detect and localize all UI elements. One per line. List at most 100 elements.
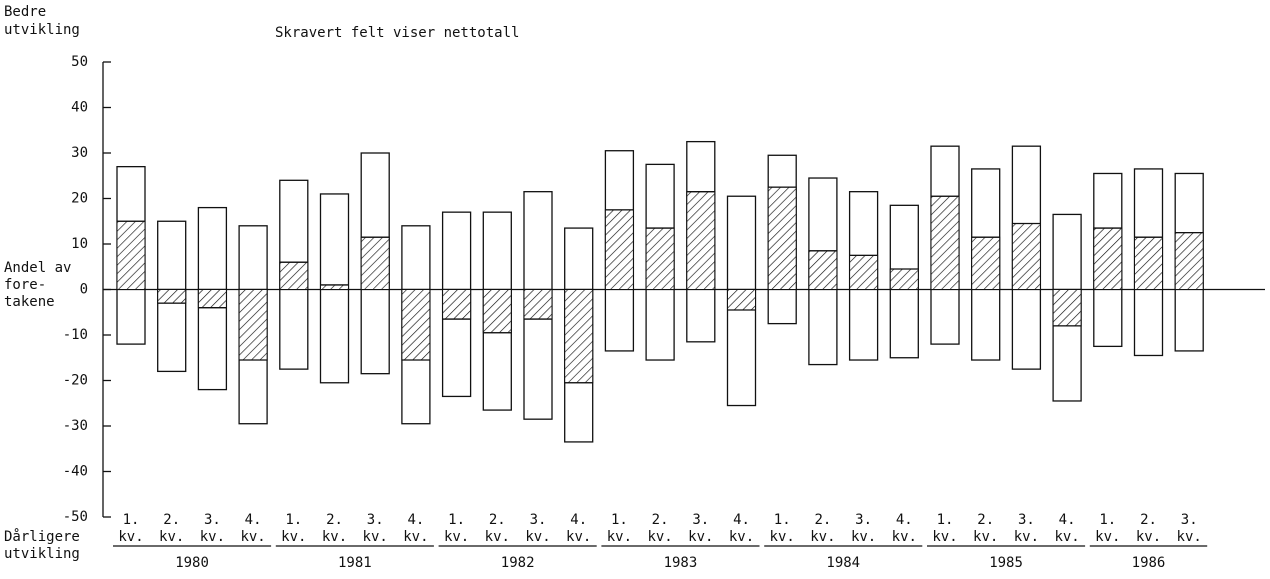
bar-net — [1093, 227, 1123, 290]
x-tick-label-line: 2. — [163, 512, 180, 528]
bar-worse — [645, 288, 675, 361]
x-tick-label: 3. kv. — [688, 512, 713, 545]
x-tick-label: 4. kv. — [566, 512, 591, 545]
y-tick-label: -20 — [63, 373, 88, 389]
bar-worse — [319, 288, 350, 384]
bar-better — [238, 225, 268, 291]
bar-worse — [116, 288, 146, 345]
x-tick-label-line: kv. — [770, 529, 795, 545]
axis-label: fore- — [4, 277, 46, 293]
x-tick-label-line: kv. — [403, 529, 428, 545]
bar-net — [157, 289, 187, 304]
bar-better — [482, 211, 512, 291]
x-tick-label-line: 1. — [937, 512, 954, 528]
x-tick-label-line: kv. — [851, 529, 876, 545]
x-tick-label-line: 1. — [448, 512, 465, 528]
group-label: 1986 — [1132, 555, 1166, 571]
x-tick-label: 3. kv. — [851, 512, 876, 545]
bar-net — [604, 209, 634, 290]
x-tick-label-line: kv. — [200, 529, 225, 545]
x-tick-label-line: kv. — [566, 529, 591, 545]
x-tick-label-line: 1. — [774, 512, 791, 528]
bar-net — [930, 195, 960, 291]
y-tick-label: 40 — [71, 100, 88, 116]
x-tick-label: 4. kv. — [729, 512, 754, 545]
group-label: 1982 — [501, 555, 535, 571]
bar-worse — [767, 288, 797, 325]
bar-net — [686, 191, 716, 290]
group-label: 1981 — [338, 555, 372, 571]
x-tick-label-line: 3. — [692, 512, 709, 528]
x-tick-label: 1. kv. — [444, 512, 469, 545]
x-tick-label: 4. kv. — [1054, 512, 1079, 545]
axis-label: utvikling — [4, 22, 80, 38]
x-tick-label-line: 3. — [367, 512, 384, 528]
bar-net — [849, 254, 879, 290]
bar-better — [401, 225, 431, 291]
bar-net — [238, 289, 268, 361]
bar-net — [360, 236, 390, 291]
bar-better — [441, 211, 472, 291]
bar-better — [564, 227, 594, 291]
x-tick-label: 2. kv. — [973, 512, 998, 545]
group-label: 1984 — [826, 555, 860, 571]
bar-net — [1174, 232, 1204, 290]
x-tick-label-line: kv. — [1014, 529, 1039, 545]
axis-label: Bedre — [4, 4, 46, 20]
bar-worse — [686, 288, 716, 343]
y-tick-label: 50 — [71, 54, 88, 70]
x-tick-label: 1. kv. — [118, 512, 143, 545]
x-tick-label-line: 4. — [1059, 512, 1076, 528]
x-tick-label-line: 4. — [733, 512, 750, 528]
bar-net — [482, 289, 512, 334]
bar-net — [442, 289, 472, 320]
y-tick-label: -10 — [63, 327, 88, 343]
x-tick-label: 3. kv. — [1014, 512, 1039, 545]
x-tick-label-line: 2. — [489, 512, 506, 528]
bar-worse — [808, 288, 838, 366]
x-tick-label: 3. kv. — [200, 512, 225, 545]
bar-better — [197, 206, 228, 291]
x-tick-label-line: kv. — [525, 529, 550, 545]
bar-worse — [360, 288, 390, 375]
x-tick-label-line: 3. — [1181, 512, 1198, 528]
x-tick-label-line: kv. — [281, 529, 306, 545]
bar-net — [767, 186, 797, 290]
bar-net — [116, 220, 146, 290]
x-tick-label-line: 3. — [530, 512, 547, 528]
bar-net — [564, 289, 594, 384]
y-tick-label: -40 — [63, 464, 88, 480]
bar-worse — [971, 288, 1001, 361]
x-tick-label-line: kv. — [607, 529, 632, 545]
x-tick-label: 2. kv. — [647, 512, 672, 545]
x-tick-label-line: kv. — [444, 529, 469, 545]
x-tick-label-line: kv. — [1177, 529, 1202, 545]
x-tick-label: 1. kv. — [770, 512, 795, 545]
x-tick-label-line: kv. — [240, 529, 265, 545]
bar-worse — [1093, 288, 1123, 348]
x-tick-label-line: kv. — [810, 529, 835, 545]
bar-worse — [1174, 288, 1204, 352]
x-tick-label-line: kv. — [485, 529, 510, 545]
x-tick-label-line: 4. — [245, 512, 262, 528]
axis-label: takene — [4, 294, 55, 310]
x-tick-label-line: kv. — [159, 529, 184, 545]
x-tick-label-line: kv. — [1054, 529, 1079, 545]
axis-label: Andel av — [4, 260, 71, 276]
x-tick-label-line: 2. — [326, 512, 343, 528]
x-tick-label-line: 3. — [1018, 512, 1035, 528]
x-tick-label-line: 4. — [896, 512, 913, 528]
bar-net — [1011, 223, 1041, 290]
bar-worse — [1011, 288, 1042, 370]
x-tick-label-line: 1. — [123, 512, 140, 528]
x-tick-label-line: kv. — [363, 529, 388, 545]
x-tick-label-line: 3. — [855, 512, 872, 528]
x-tick-label-line: kv. — [729, 529, 754, 545]
x-tick-label-line: 2. — [977, 512, 994, 528]
x-tick-label: 2. kv. — [485, 512, 510, 545]
x-tick-label: 3. kv. — [363, 512, 388, 545]
bar-better — [157, 220, 187, 291]
bar-worse — [889, 288, 919, 359]
x-tick-label: 2. kv. — [159, 512, 184, 545]
